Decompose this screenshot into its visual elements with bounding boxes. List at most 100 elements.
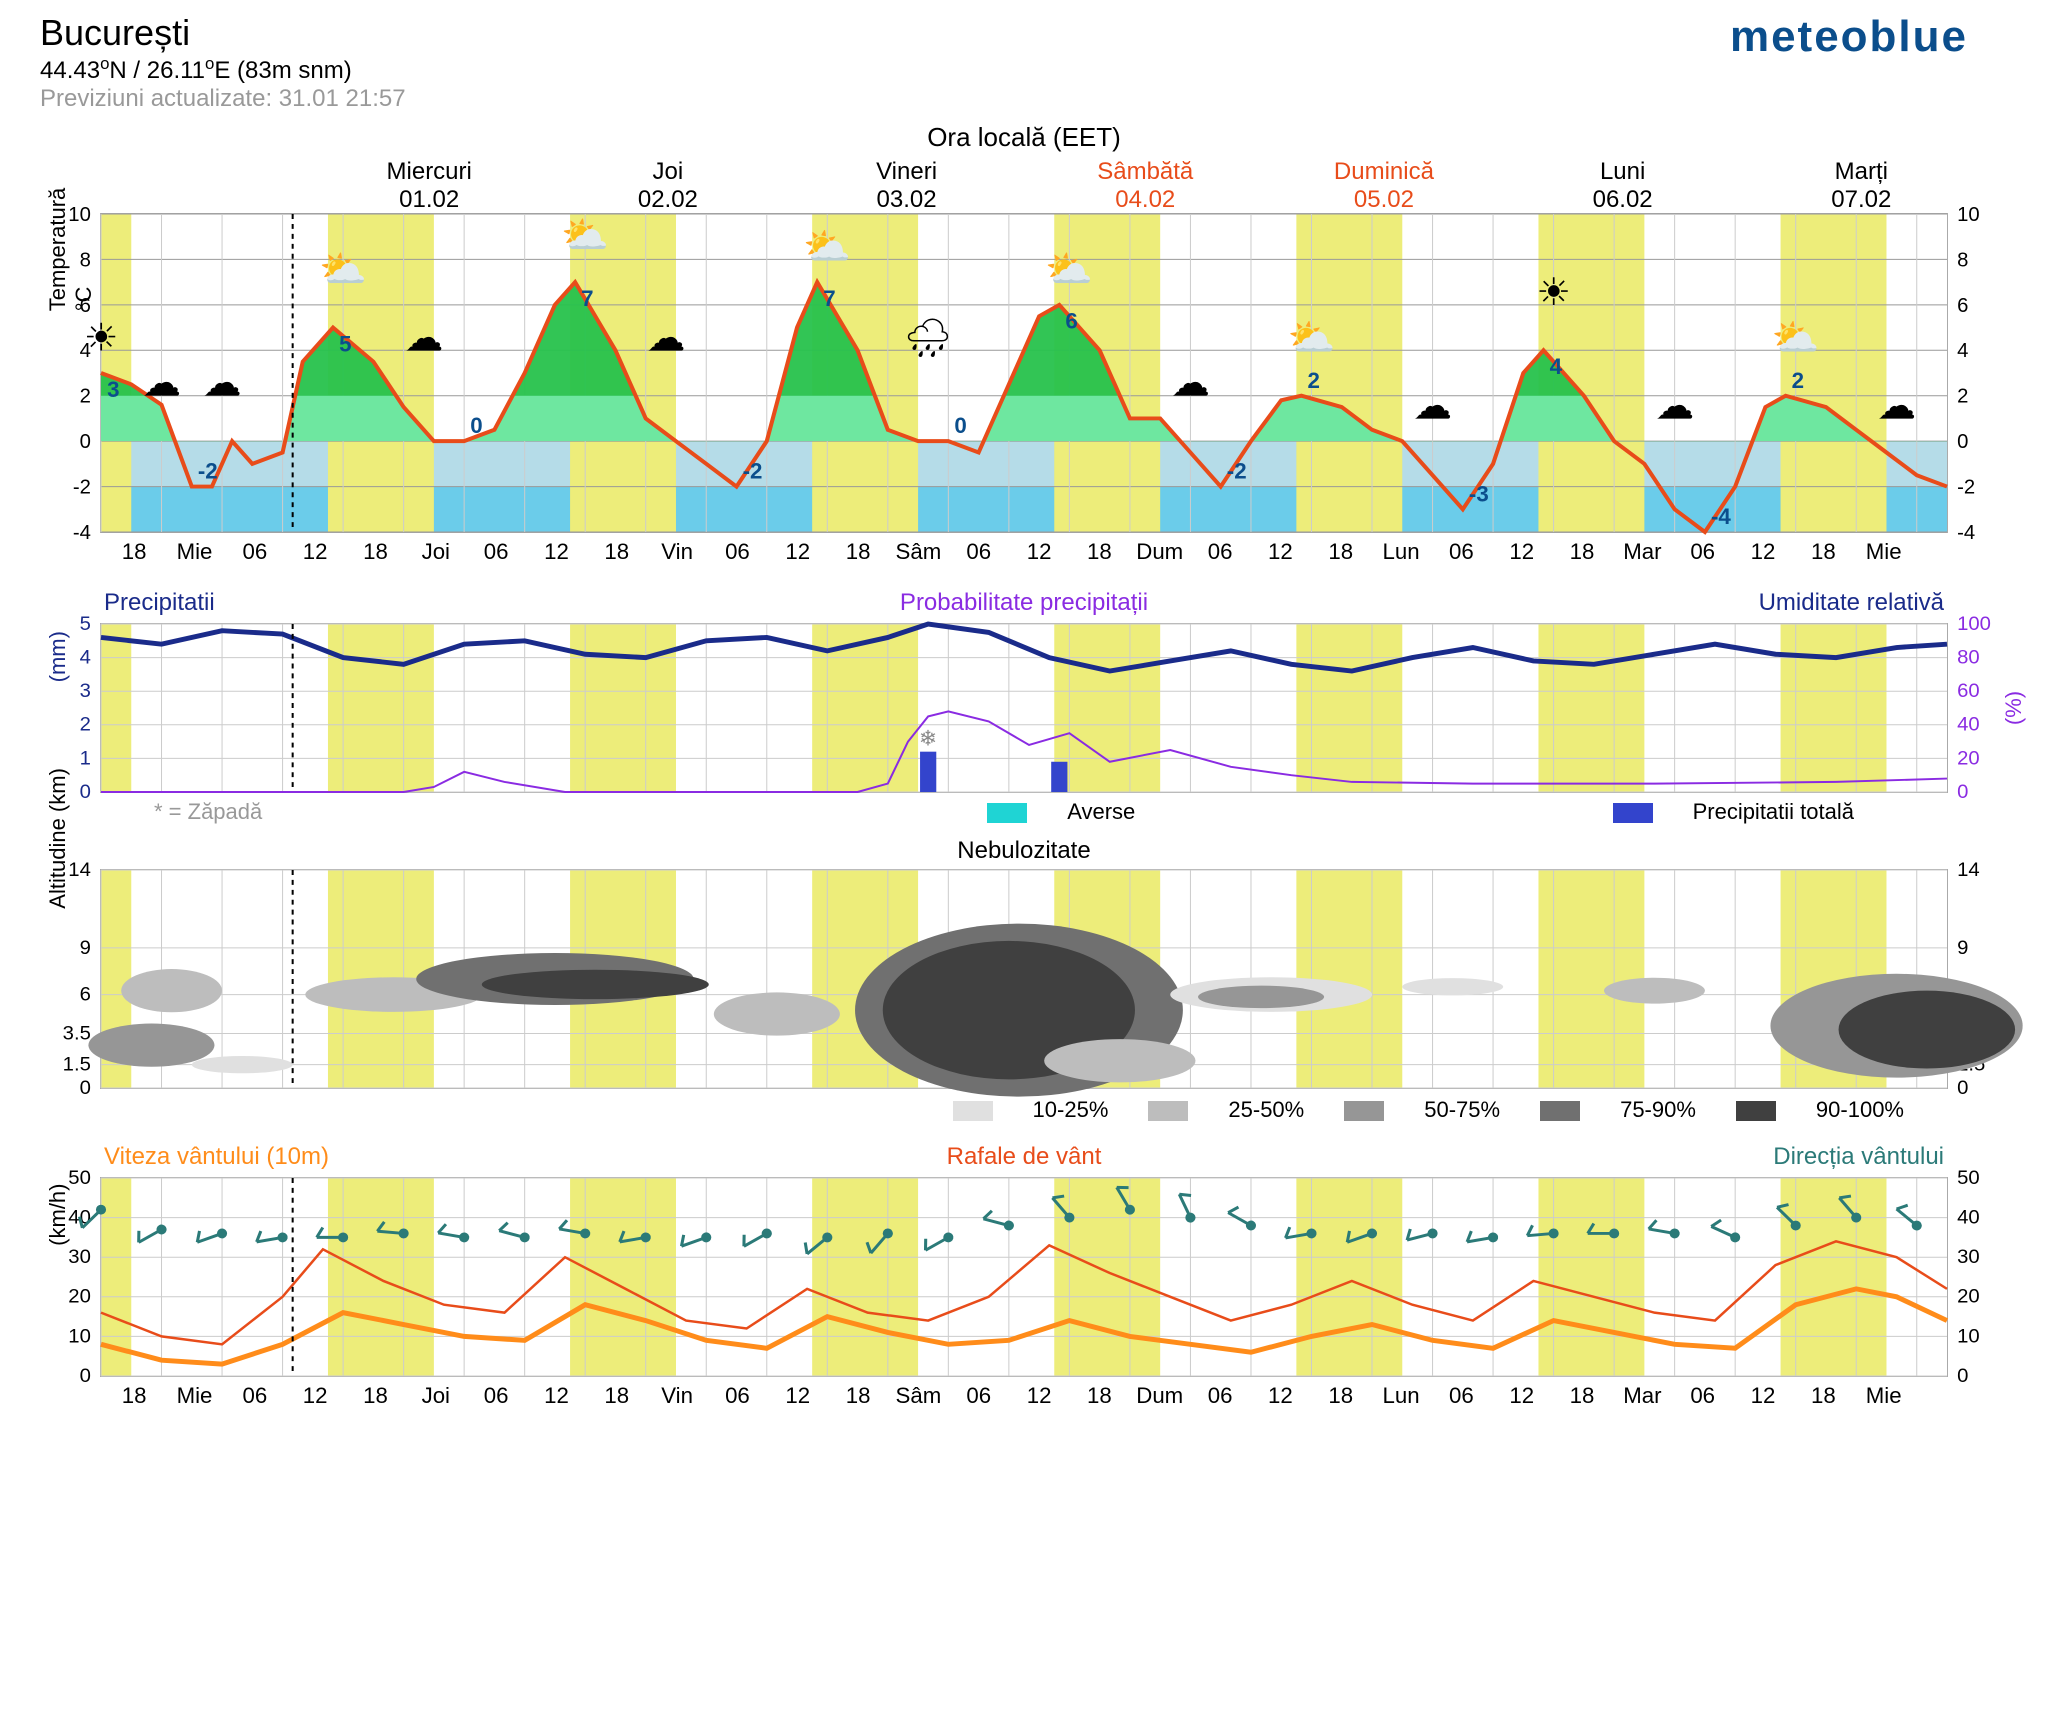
svg-text:12: 12 [1268, 1383, 1293, 1408]
svg-text:06: 06 [1208, 539, 1233, 564]
svg-text:-4: -4 [1957, 522, 1975, 544]
day-header: Duminică05.02 [1334, 158, 1434, 213]
svg-text:2: 2 [1307, 368, 1319, 393]
svg-text:12: 12 [544, 539, 569, 564]
svg-text:18: 18 [122, 1383, 147, 1408]
day-header: Vineri03.02 [876, 158, 937, 213]
svg-text:0: 0 [80, 1365, 91, 1387]
svg-text:20: 20 [68, 1286, 91, 1308]
svg-text:06: 06 [1690, 1383, 1715, 1408]
svg-text:4: 4 [1550, 354, 1563, 379]
svg-text:3: 3 [107, 377, 119, 402]
svg-text:30: 30 [68, 1246, 91, 1268]
svg-text:4: 4 [1957, 340, 1968, 362]
precip-ylabel-r: (%) [2001, 691, 2027, 725]
svg-text:06: 06 [725, 539, 750, 564]
svg-text:06: 06 [1208, 1383, 1233, 1408]
svg-text:Sâm: Sâm [896, 1383, 942, 1408]
svg-text:☁: ☁ [405, 317, 444, 360]
svg-text:18: 18 [1570, 539, 1595, 564]
svg-text:12: 12 [1751, 1383, 1776, 1408]
svg-text:Joi: Joi [422, 1383, 450, 1408]
svg-text:10: 10 [1957, 1326, 1980, 1348]
svg-text:18: 18 [1570, 1383, 1595, 1408]
svg-text:7: 7 [581, 286, 593, 311]
svg-text:Mie: Mie [1866, 1383, 1902, 1408]
precip-legend: * = Zăpadă Averse Precipitatii totală [104, 799, 1944, 829]
svg-text:Mar: Mar [1623, 1383, 1661, 1408]
svg-text:0: 0 [80, 431, 91, 453]
svg-text:14: 14 [1957, 859, 1980, 881]
svg-text:3.5: 3.5 [63, 1023, 91, 1045]
svg-text:100: 100 [1957, 613, 1991, 635]
clouds-panel: Altitudine (km) 001.51.53.53.566991414 [100, 869, 1948, 1089]
svg-text:18: 18 [122, 539, 147, 564]
svg-text:06: 06 [1449, 1383, 1474, 1408]
svg-text:06: 06 [966, 539, 991, 564]
svg-text:🌧: 🌧 [904, 317, 953, 360]
svg-text:Lun: Lun [1383, 539, 1420, 564]
svg-text:0: 0 [80, 1077, 91, 1099]
svg-text:40: 40 [1957, 1207, 1980, 1229]
wind-ylabel: (km/h) [45, 1184, 71, 1246]
svg-text:6: 6 [1957, 295, 1968, 317]
day-headers: Miercuri01.02Joi02.02Vineri03.02Sâmbătă0… [101, 158, 1947, 214]
precip-titles: Precipitatii Probabilitate precipitații … [104, 589, 1944, 619]
svg-text:18: 18 [846, 539, 871, 564]
svg-text:18: 18 [1087, 1383, 1112, 1408]
precip-ylabel-l: (mm) [45, 631, 71, 682]
svg-text:12: 12 [303, 539, 328, 564]
svg-text:☁: ☁ [1413, 385, 1452, 428]
svg-text:20: 20 [1957, 748, 1980, 770]
day-header: Miercuri01.02 [387, 158, 472, 213]
svg-text:2: 2 [80, 714, 91, 736]
svg-text:☁: ☁ [142, 362, 181, 405]
brand-logo: meteoblue [1730, 12, 1968, 62]
svg-text:12: 12 [303, 1383, 328, 1408]
svg-text:0: 0 [1957, 1077, 1968, 1099]
svg-text:6: 6 [80, 984, 91, 1006]
svg-text:-2: -2 [1227, 459, 1247, 484]
svg-text:30: 30 [1957, 1246, 1980, 1268]
clouds-ylabel: Altitudine (km) [45, 768, 71, 909]
svg-text:50: 50 [1957, 1167, 1980, 1189]
svg-text:2: 2 [80, 386, 91, 408]
svg-text:-3: -3 [1469, 482, 1489, 507]
svg-text:⛅: ⛅ [319, 248, 367, 291]
svg-text:Mie: Mie [1866, 539, 1902, 564]
coords: 44.43oN / 26.11oE (83m snm) [40, 54, 2008, 85]
svg-text:06: 06 [484, 539, 509, 564]
svg-text:06: 06 [484, 1383, 509, 1408]
temperature-panel: Miercuri01.02Joi02.02Vineri03.02Sâmbătă0… [100, 213, 1948, 533]
svg-text:☁: ☁ [203, 362, 242, 405]
svg-text:12: 12 [1027, 539, 1052, 564]
svg-text:☁: ☁ [1877, 385, 1916, 428]
svg-text:0: 0 [954, 413, 966, 438]
day-header: Joi02.02 [638, 158, 698, 213]
svg-text:06: 06 [242, 539, 267, 564]
svg-text:Mie: Mie [177, 1383, 213, 1408]
svg-text:40: 40 [1957, 714, 1980, 736]
svg-text:12: 12 [785, 539, 810, 564]
svg-text:0: 0 [1957, 781, 1968, 803]
svg-text:12: 12 [544, 1383, 569, 1408]
svg-text:⛅: ⛅ [803, 226, 851, 269]
svg-text:7: 7 [823, 286, 835, 311]
svg-text:⛅: ⛅ [1045, 248, 1093, 291]
svg-text:06: 06 [725, 1383, 750, 1408]
svg-text:20: 20 [1957, 1286, 1980, 1308]
svg-text:0: 0 [470, 413, 482, 438]
svg-text:⛅: ⛅ [1288, 317, 1336, 360]
svg-text:☀: ☀ [84, 317, 119, 360]
svg-text:06: 06 [1690, 539, 1715, 564]
wind-titles: Viteza vântului (10m) Rafale de vânt Dir… [104, 1143, 1944, 1173]
svg-text:0: 0 [1957, 431, 1968, 453]
svg-text:2: 2 [1957, 386, 1968, 408]
svg-text:☁: ☁ [1171, 362, 1210, 405]
temp-ylabel: Temperatură°C [45, 188, 97, 312]
svg-text:❄: ❄ [919, 726, 938, 751]
svg-text:8: 8 [1957, 250, 1968, 272]
svg-text:☀: ☀ [1536, 271, 1571, 314]
svg-text:14: 14 [68, 859, 91, 881]
svg-text:18: 18 [363, 539, 388, 564]
